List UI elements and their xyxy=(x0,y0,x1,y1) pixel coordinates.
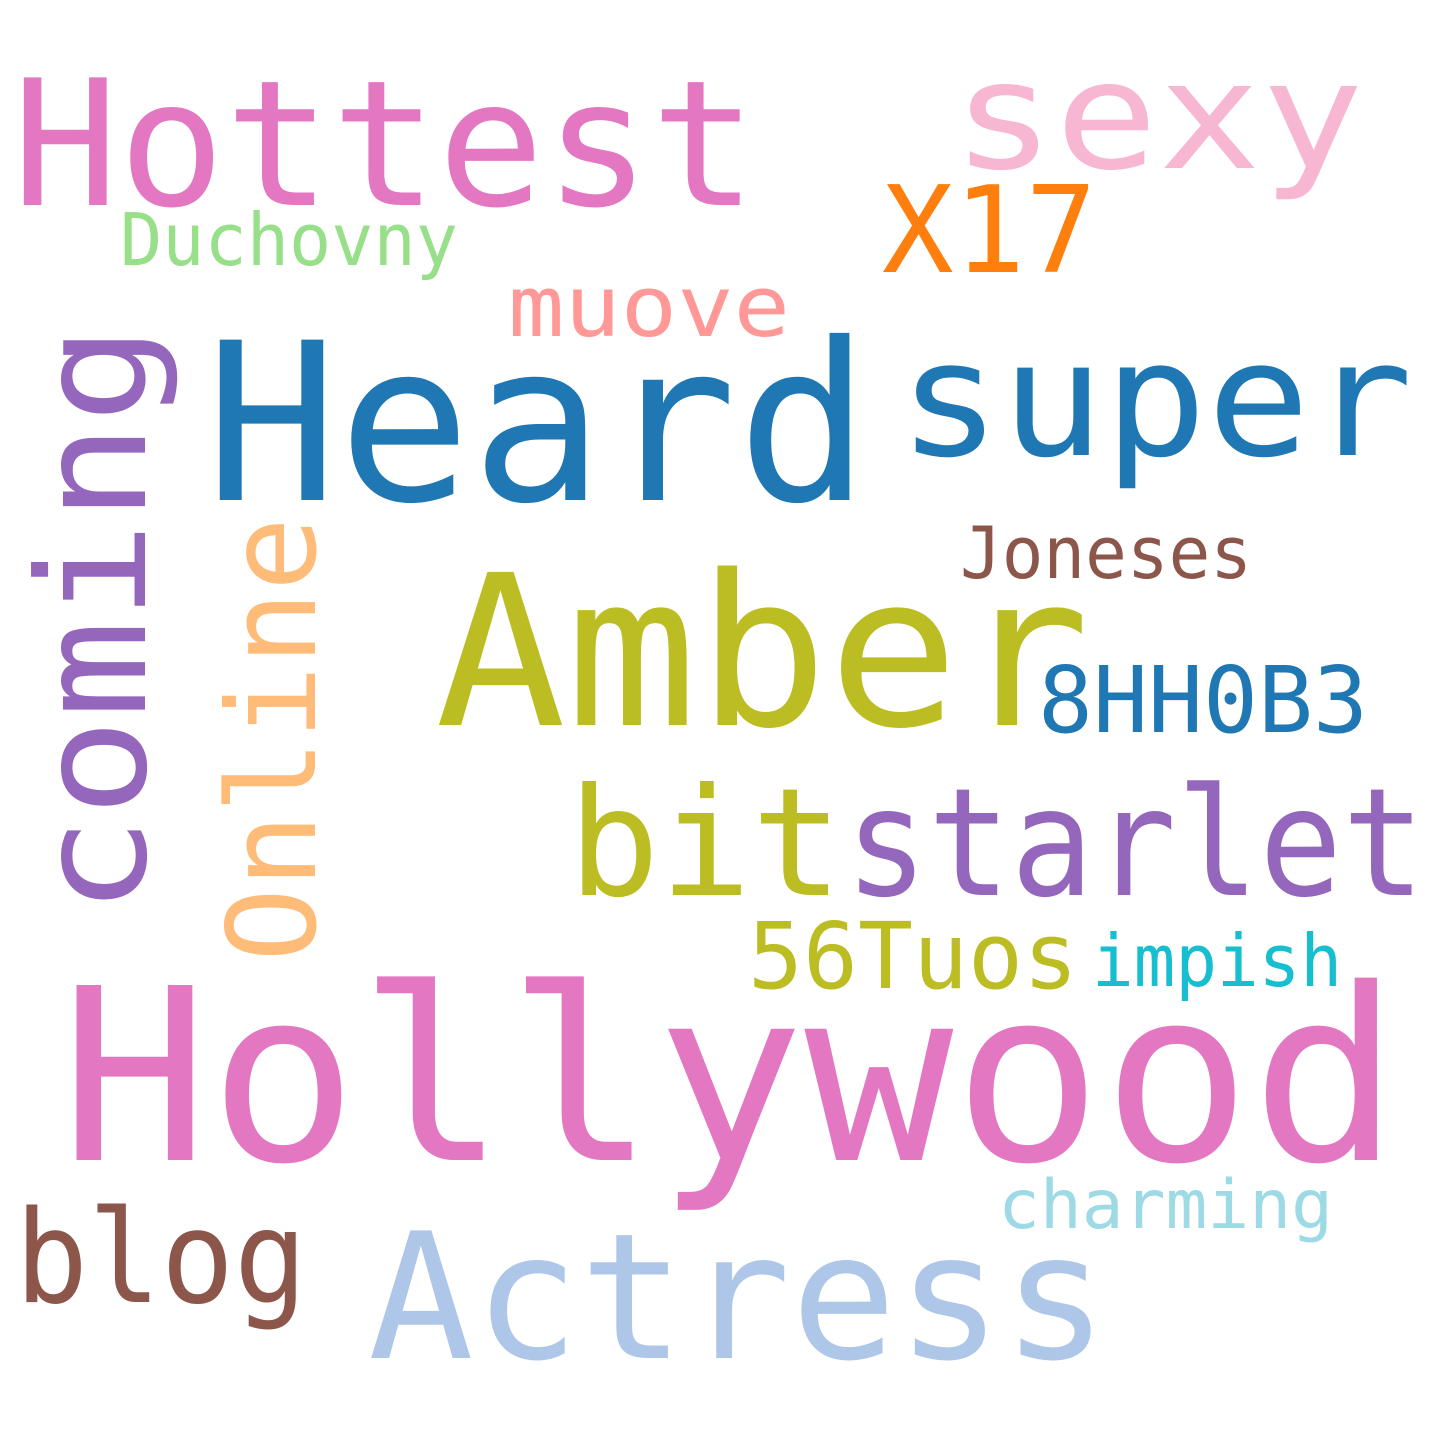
word-charming: charming xyxy=(998,1166,1333,1245)
word-joneses: Joneses xyxy=(960,511,1252,595)
word-super: super xyxy=(898,306,1413,493)
word-heard: Heard xyxy=(205,296,870,552)
word-impish: impish xyxy=(1092,919,1342,1003)
word-bit: bit xyxy=(568,757,843,931)
word-starlet: starlet xyxy=(845,757,1425,931)
word-actress: Actress xyxy=(368,1197,1108,1400)
word-muove: muove xyxy=(508,258,790,357)
word-hottest: Hottest xyxy=(12,44,757,247)
word-amber: Amber xyxy=(435,530,1090,775)
word-duchovny: Duchovny xyxy=(120,198,458,282)
word-8hh0b3: 8HH0B3 xyxy=(1038,647,1368,754)
word-hollywood: Hollywood xyxy=(60,937,1400,1217)
word-blog: blog xyxy=(15,1184,307,1333)
word-online: Online xyxy=(202,517,344,962)
word-x17: X17 xyxy=(882,162,1097,301)
word-56tuos: 56Tuos xyxy=(748,903,1078,1010)
word-coming: coming xyxy=(7,325,181,915)
word-sexy: sexy xyxy=(952,30,1364,204)
